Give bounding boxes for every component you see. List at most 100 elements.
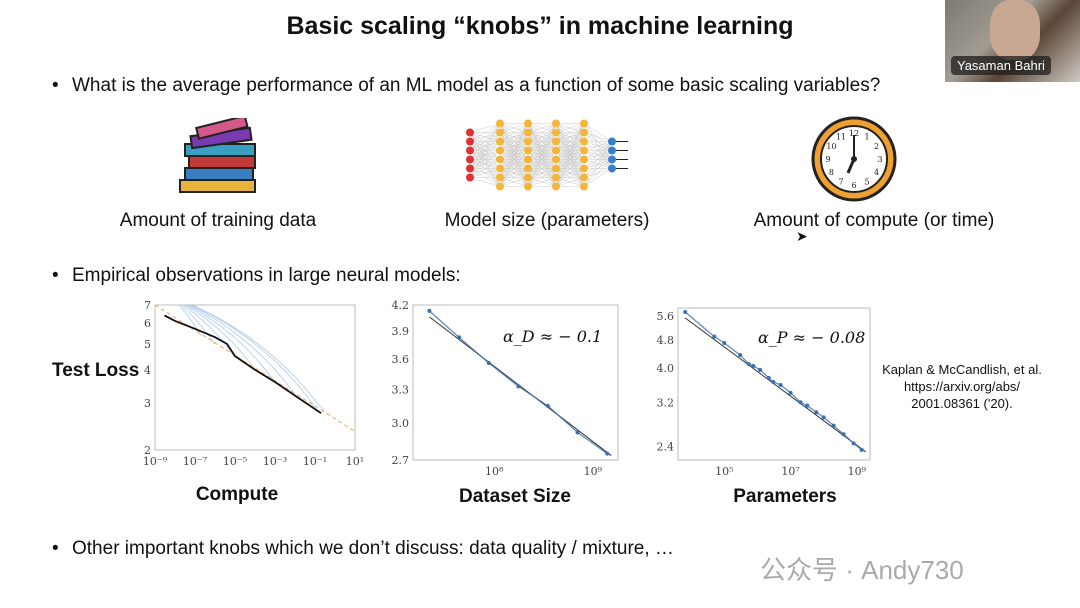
nn-edge: [583, 141, 613, 160]
y-tick-label: 7: [144, 299, 151, 312]
nn-edge: [555, 123, 585, 169]
knob-label-compute: Amount of compute (or time): [753, 210, 995, 231]
nn-node: [524, 146, 532, 155]
bullet-text: Empirical observations in large neural m…: [72, 265, 461, 286]
nn-edge: [469, 168, 501, 178]
nn-node: [580, 155, 588, 164]
training-curve: [190, 305, 325, 412]
data-point: [805, 403, 810, 408]
nn-node: [524, 164, 532, 173]
nn-node: [524, 182, 532, 191]
clock-number: 6: [851, 181, 856, 190]
nn-edge: [555, 123, 585, 142]
y-tick-label: 3.6: [392, 353, 410, 366]
bullet-text: Other important knobs which we don’t dis…: [72, 538, 674, 559]
nn-node: [496, 182, 504, 191]
y-tick-label: 3.9: [392, 325, 410, 338]
data-point: [712, 334, 717, 339]
nn-edge: [469, 123, 501, 160]
chart-xlabel-compute: Compute: [195, 484, 279, 505]
nn-node: [466, 164, 474, 173]
data-point: [516, 384, 521, 389]
data-point: [771, 379, 776, 384]
nn-node: [496, 137, 504, 146]
data-point: [821, 415, 826, 420]
nn-node: [552, 119, 560, 128]
nn-edge: [555, 123, 585, 160]
y-tick-label: 4.0: [657, 362, 675, 375]
clock-number: 2: [874, 142, 879, 151]
nn-node: [496, 128, 504, 137]
training-curve: [182, 305, 236, 358]
data-point: [575, 430, 580, 435]
x-tick-label: 10⁵: [715, 465, 733, 478]
nn-node: [496, 164, 504, 173]
y-tick-label: 3.0: [392, 417, 410, 430]
data-point: [798, 400, 803, 405]
nn-node: [580, 173, 588, 182]
training-curve: [188, 305, 296, 395]
nn-edge: [499, 123, 529, 178]
nn-edge: [555, 123, 585, 133]
training-curve: [184, 305, 256, 370]
nn-edge: [583, 132, 613, 142]
nn-edge: [555, 177, 585, 187]
clock-number: 5: [864, 178, 869, 187]
alpha-annotation-dataset: α_D ≈ − 0.1: [503, 327, 603, 346]
nn-edge: [527, 123, 557, 187]
nn-edge: [555, 123, 585, 187]
nn-node: [608, 155, 616, 164]
clock-number: 1: [864, 132, 869, 141]
clock-number: 11: [836, 132, 846, 141]
mouse-cursor-icon: ➤: [796, 228, 808, 244]
nn-edge: [527, 141, 557, 187]
nn-edge: [583, 141, 613, 187]
data-point: [746, 362, 751, 367]
nn-edge: [555, 159, 585, 187]
data-point: [859, 447, 864, 452]
parameters-chart: 10⁵ 10⁷ 10⁹ 2.4 3.2 4.0 4.8 5.6: [657, 307, 871, 478]
nn-edge: [499, 123, 529, 187]
nn-node: [608, 164, 616, 173]
nn-edge: [527, 177, 557, 187]
clock-number: 9: [825, 155, 830, 164]
nn-edge: [527, 123, 557, 160]
nn-node: [552, 164, 560, 173]
data-point: [486, 360, 491, 365]
data-point: [841, 432, 846, 437]
y-tick-label: 2: [144, 444, 151, 457]
nn-edge: [527, 123, 557, 151]
nn-edge: [469, 150, 501, 178]
nn-node: [466, 146, 474, 155]
data-point: [545, 403, 550, 408]
nn-node: [580, 119, 588, 128]
data-point: [788, 390, 793, 395]
x-tick-label: 10⁷: [781, 465, 800, 478]
y-tick-label: 2.4: [657, 441, 675, 454]
bullet-2: • Empirical observations in large neural …: [52, 265, 461, 286]
x-tick-label: 10⁻³: [263, 455, 287, 468]
plot-frame: [154, 304, 356, 451]
bullet-1: • What is the average performance of an M…: [52, 75, 881, 96]
participant-video[interactable]: Yasaman Bahri: [945, 0, 1080, 82]
nn-node: [580, 164, 588, 173]
nn-edge: [499, 123, 529, 133]
bullet-3: • Other important knobs which we don’t di…: [52, 538, 674, 559]
nn-edge: [555, 123, 585, 151]
nn-node: [580, 146, 588, 155]
nn-node: [580, 128, 588, 137]
nn-edge: [583, 141, 613, 178]
clock-number: 4: [874, 168, 879, 177]
neural-network-icon: [466, 119, 628, 191]
y-tick-label: 4: [144, 364, 151, 377]
x-tick-label: 10¹: [346, 455, 364, 468]
data-point: [738, 352, 743, 357]
nn-node: [466, 128, 474, 137]
nn-edge: [555, 123, 585, 178]
nn-edge: [583, 141, 613, 169]
nn-edge: [499, 123, 529, 151]
nn-node: [524, 173, 532, 182]
nn-edge: [527, 123, 557, 133]
nn-edge: [499, 123, 529, 169]
nn-node: [552, 182, 560, 191]
